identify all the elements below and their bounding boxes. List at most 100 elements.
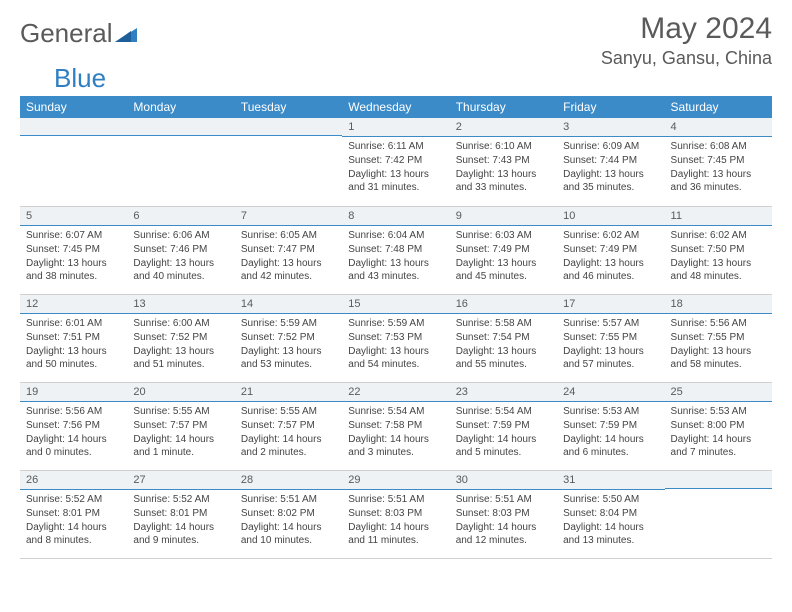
day-number: 29: [342, 471, 449, 490]
sunrise-line: Sunrise: 6:11 AM: [348, 140, 443, 153]
week-row: 1Sunrise: 6:11 AMSunset: 7:42 PMDaylight…: [20, 118, 772, 206]
day-cell: 3Sunrise: 6:09 AMSunset: 7:44 PMDaylight…: [557, 118, 664, 206]
sunrise-line: Sunrise: 6:05 AM: [241, 229, 336, 242]
day-details: Sunrise: 5:56 AMSunset: 7:56 PMDaylight:…: [20, 402, 127, 464]
sunrise-line: Sunrise: 6:00 AM: [133, 317, 228, 330]
day-details: Sunrise: 5:51 AMSunset: 8:03 PMDaylight:…: [342, 490, 449, 552]
day-cell: 8Sunrise: 6:04 AMSunset: 7:48 PMDaylight…: [342, 206, 449, 294]
sunrise-line: Sunrise: 5:50 AM: [563, 493, 658, 506]
daylight-line: Daylight: 14 hours and 3 minutes.: [348, 433, 443, 459]
daylight-line: Daylight: 13 hours and 57 minutes.: [563, 345, 658, 371]
daylight-line: Daylight: 13 hours and 36 minutes.: [671, 168, 766, 194]
day-cell: 31Sunrise: 5:50 AMSunset: 8:04 PMDayligh…: [557, 470, 664, 558]
day-number: 23: [450, 383, 557, 402]
day-cell: 11Sunrise: 6:02 AMSunset: 7:50 PMDayligh…: [665, 206, 772, 294]
sunset-line: Sunset: 7:59 PM: [456, 419, 551, 432]
day-number: 10: [557, 207, 664, 226]
day-cell: 25Sunrise: 5:53 AMSunset: 8:00 PMDayligh…: [665, 382, 772, 470]
day-details: Sunrise: 6:03 AMSunset: 7:49 PMDaylight:…: [450, 226, 557, 288]
day-cell: 26Sunrise: 5:52 AMSunset: 8:01 PMDayligh…: [20, 470, 127, 558]
daylight-line: Daylight: 13 hours and 55 minutes.: [456, 345, 551, 371]
day-details: Sunrise: 6:10 AMSunset: 7:43 PMDaylight:…: [450, 137, 557, 199]
day-details: Sunrise: 5:50 AMSunset: 8:04 PMDaylight:…: [557, 490, 664, 552]
day-details: Sunrise: 5:54 AMSunset: 7:59 PMDaylight:…: [450, 402, 557, 464]
week-row: 26Sunrise: 5:52 AMSunset: 8:01 PMDayligh…: [20, 470, 772, 558]
day-details: Sunrise: 6:11 AMSunset: 7:42 PMDaylight:…: [342, 137, 449, 199]
empty-day-bar: [20, 118, 127, 136]
day-cell: 17Sunrise: 5:57 AMSunset: 7:55 PMDayligh…: [557, 294, 664, 382]
sunset-line: Sunset: 7:56 PM: [26, 419, 121, 432]
day-details: Sunrise: 5:55 AMSunset: 7:57 PMDaylight:…: [127, 402, 234, 464]
day-number: 11: [665, 207, 772, 226]
weekday-header: Saturday: [665, 96, 772, 118]
sunrise-line: Sunrise: 6:09 AM: [563, 140, 658, 153]
sunrise-line: Sunrise: 6:10 AM: [456, 140, 551, 153]
day-number: 27: [127, 471, 234, 490]
sunrise-line: Sunrise: 5:59 AM: [241, 317, 336, 330]
sunrise-line: Sunrise: 5:51 AM: [456, 493, 551, 506]
sunrise-line: Sunrise: 5:53 AM: [563, 405, 658, 418]
day-number: 17: [557, 295, 664, 314]
sunset-line: Sunset: 8:01 PM: [26, 507, 121, 520]
weekday-header: Sunday: [20, 96, 127, 118]
empty-day-bar: [665, 471, 772, 489]
day-number: 31: [557, 471, 664, 490]
day-number: 13: [127, 295, 234, 314]
empty-day-bar: [235, 118, 342, 136]
sunset-line: Sunset: 8:04 PM: [563, 507, 658, 520]
daylight-line: Daylight: 14 hours and 8 minutes.: [26, 521, 121, 547]
daylight-line: Daylight: 13 hours and 42 minutes.: [241, 257, 336, 283]
day-number: 15: [342, 295, 449, 314]
daylight-line: Daylight: 13 hours and 38 minutes.: [26, 257, 121, 283]
sunset-line: Sunset: 7:51 PM: [26, 331, 121, 344]
daylight-line: Daylight: 14 hours and 7 minutes.: [671, 433, 766, 459]
weekday-header: Friday: [557, 96, 664, 118]
day-cell: 14Sunrise: 5:59 AMSunset: 7:52 PMDayligh…: [235, 294, 342, 382]
sunset-line: Sunset: 7:52 PM: [133, 331, 228, 344]
day-number: 18: [665, 295, 772, 314]
sunset-line: Sunset: 8:03 PM: [348, 507, 443, 520]
day-details: Sunrise: 6:09 AMSunset: 7:44 PMDaylight:…: [557, 137, 664, 199]
day-number: 9: [450, 207, 557, 226]
weekday-header: Wednesday: [342, 96, 449, 118]
sunset-line: Sunset: 8:02 PM: [241, 507, 336, 520]
day-cell: [20, 118, 127, 206]
sunrise-line: Sunrise: 5:55 AM: [133, 405, 228, 418]
sunset-line: Sunset: 7:55 PM: [671, 331, 766, 344]
weekday-header: Thursday: [450, 96, 557, 118]
daylight-line: Daylight: 13 hours and 53 minutes.: [241, 345, 336, 371]
day-cell: 2Sunrise: 6:10 AMSunset: 7:43 PMDaylight…: [450, 118, 557, 206]
day-number: 20: [127, 383, 234, 402]
day-details: Sunrise: 6:02 AMSunset: 7:50 PMDaylight:…: [665, 226, 772, 288]
sunrise-line: Sunrise: 6:01 AM: [26, 317, 121, 330]
sunrise-line: Sunrise: 5:53 AM: [671, 405, 766, 418]
day-details: Sunrise: 5:57 AMSunset: 7:55 PMDaylight:…: [557, 314, 664, 376]
day-number: 5: [20, 207, 127, 226]
day-details: Sunrise: 6:00 AMSunset: 7:52 PMDaylight:…: [127, 314, 234, 376]
sunset-line: Sunset: 7:44 PM: [563, 154, 658, 167]
sunset-line: Sunset: 7:48 PM: [348, 243, 443, 256]
day-cell: 5Sunrise: 6:07 AMSunset: 7:45 PMDaylight…: [20, 206, 127, 294]
day-cell: 24Sunrise: 5:53 AMSunset: 7:59 PMDayligh…: [557, 382, 664, 470]
day-cell: 18Sunrise: 5:56 AMSunset: 7:55 PMDayligh…: [665, 294, 772, 382]
day-details: Sunrise: 5:55 AMSunset: 7:57 PMDaylight:…: [235, 402, 342, 464]
sunset-line: Sunset: 7:45 PM: [671, 154, 766, 167]
daylight-line: Daylight: 14 hours and 0 minutes.: [26, 433, 121, 459]
sunset-line: Sunset: 8:00 PM: [671, 419, 766, 432]
day-number: 2: [450, 118, 557, 137]
day-cell: 29Sunrise: 5:51 AMSunset: 8:03 PMDayligh…: [342, 470, 449, 558]
day-number: 6: [127, 207, 234, 226]
day-number: 28: [235, 471, 342, 490]
sunset-line: Sunset: 7:53 PM: [348, 331, 443, 344]
day-details: Sunrise: 5:52 AMSunset: 8:01 PMDaylight:…: [127, 490, 234, 552]
sunrise-line: Sunrise: 5:54 AM: [456, 405, 551, 418]
calendar-table: SundayMondayTuesdayWednesdayThursdayFrid…: [20, 96, 772, 559]
weekday-header-row: SundayMondayTuesdayWednesdayThursdayFrid…: [20, 96, 772, 118]
sunrise-line: Sunrise: 6:06 AM: [133, 229, 228, 242]
day-cell: 1Sunrise: 6:11 AMSunset: 7:42 PMDaylight…: [342, 118, 449, 206]
sunrise-line: Sunrise: 5:52 AM: [26, 493, 121, 506]
day-details: Sunrise: 6:05 AMSunset: 7:47 PMDaylight:…: [235, 226, 342, 288]
day-details: Sunrise: 5:52 AMSunset: 8:01 PMDaylight:…: [20, 490, 127, 552]
day-cell: 20Sunrise: 5:55 AMSunset: 7:57 PMDayligh…: [127, 382, 234, 470]
day-details: Sunrise: 5:59 AMSunset: 7:52 PMDaylight:…: [235, 314, 342, 376]
